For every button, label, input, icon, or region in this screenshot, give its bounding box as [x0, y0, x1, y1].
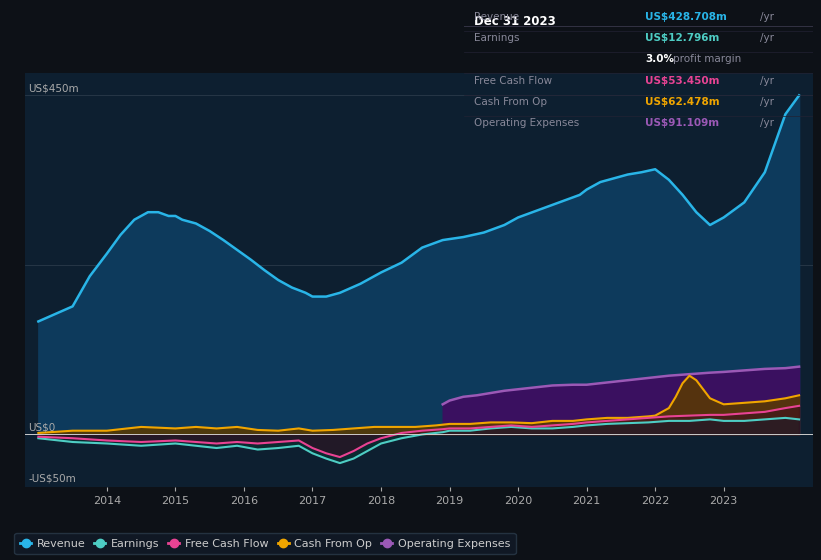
- Text: /yr: /yr: [760, 118, 774, 128]
- Text: US$428.708m: US$428.708m: [645, 12, 727, 22]
- Text: US$450m: US$450m: [28, 83, 79, 93]
- Text: profit margin: profit margin: [673, 54, 741, 64]
- Legend: Revenue, Earnings, Free Cash Flow, Cash From Op, Operating Expenses: Revenue, Earnings, Free Cash Flow, Cash …: [15, 533, 516, 554]
- Text: US$0: US$0: [28, 422, 55, 432]
- Text: 3.0%: 3.0%: [645, 54, 674, 64]
- Text: Operating Expenses: Operating Expenses: [475, 118, 580, 128]
- Text: Cash From Op: Cash From Op: [475, 97, 548, 107]
- Text: US$62.478m: US$62.478m: [645, 97, 720, 107]
- Text: /yr: /yr: [760, 12, 774, 22]
- Text: Free Cash Flow: Free Cash Flow: [475, 76, 553, 86]
- Text: US$12.796m: US$12.796m: [645, 33, 720, 43]
- Text: /yr: /yr: [760, 76, 774, 86]
- Text: Dec 31 2023: Dec 31 2023: [475, 15, 556, 28]
- Text: Revenue: Revenue: [475, 12, 520, 22]
- Text: US$91.109m: US$91.109m: [645, 118, 719, 128]
- Text: -US$50m: -US$50m: [28, 473, 76, 483]
- Text: Earnings: Earnings: [475, 33, 520, 43]
- Text: US$53.450m: US$53.450m: [645, 76, 720, 86]
- Text: /yr: /yr: [760, 97, 774, 107]
- Text: /yr: /yr: [760, 33, 774, 43]
